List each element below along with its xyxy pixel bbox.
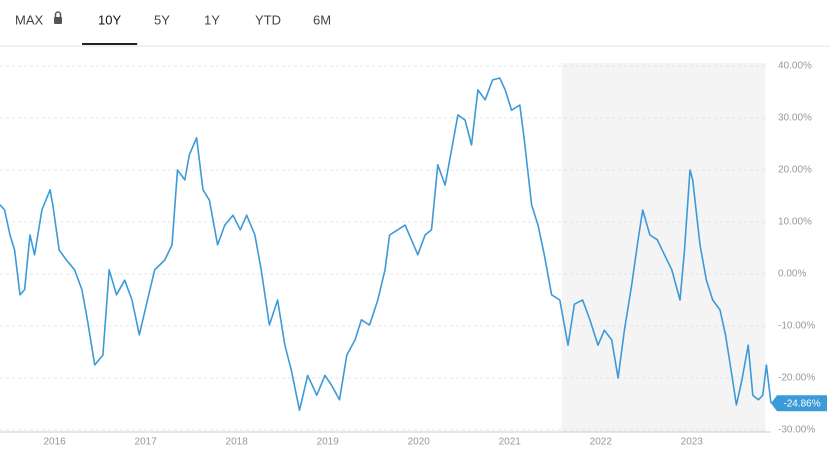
y-tick-label: 20.00% [778, 165, 812, 176]
current-value-box [771, 395, 827, 412]
y-tick-label: 30.00% [778, 113, 812, 124]
tab[interactable]: 10Y [98, 12, 121, 27]
x-tick-label: 2016 [43, 437, 66, 448]
x-tick-label: 2020 [408, 437, 431, 448]
tab[interactable]: YTD [255, 12, 281, 27]
tab-underline [82, 43, 138, 45]
y-tick-label: 40.00% [778, 61, 812, 72]
y-tick-label: 10.00% [778, 217, 812, 228]
x-tick-label: 2019 [317, 437, 340, 448]
tab[interactable]: 1Y [204, 12, 220, 27]
tab[interactable]: 5Y [154, 12, 170, 27]
line-series [0, 77, 772, 411]
tab[interactable]: MAX [15, 12, 44, 27]
lock-icon [54, 17, 62, 24]
x-tick-label: 2023 [681, 437, 704, 448]
x-tick-label: 2021 [499, 437, 522, 448]
x-tick-label: 2022 [590, 437, 613, 448]
x-tick-label: 2017 [135, 437, 158, 448]
x-tick-label: 2018 [226, 437, 249, 448]
tab[interactable]: 6M [313, 12, 331, 27]
current-value-label: -24.86% [783, 398, 820, 409]
y-tick-label: -30.00% [778, 425, 815, 436]
lock-shackle [54, 11, 62, 17]
y-tick-label: -10.00% [778, 321, 815, 332]
y-tick-label: 0.00% [778, 269, 806, 280]
y-tick-label: -20.00% [778, 373, 815, 384]
